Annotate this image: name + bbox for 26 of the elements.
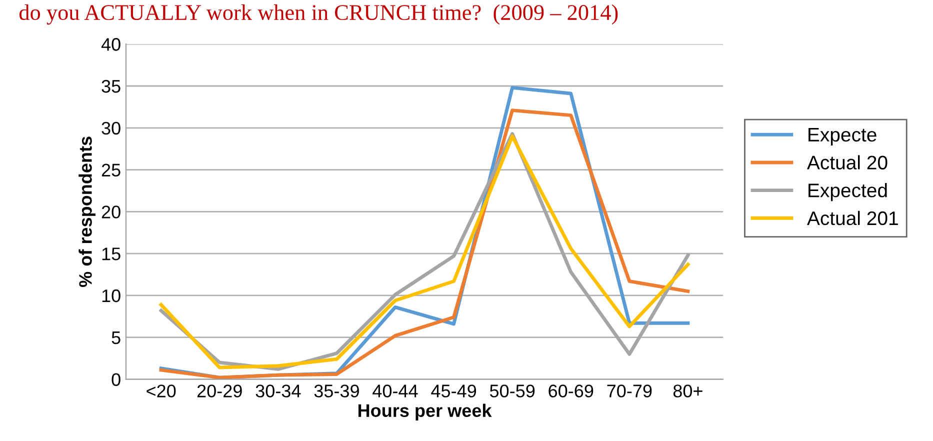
x-tick-label: 30-34 — [256, 384, 301, 398]
legend-label: Actual 20 — [807, 155, 888, 170]
y-tick-label: 25 — [102, 164, 120, 177]
y-tick-label: 30 — [102, 122, 120, 135]
x-tick-label: 60-69 — [548, 384, 594, 398]
x-tick-label: 50-59 — [490, 384, 535, 398]
y-axis-title: % of respondents — [78, 136, 96, 287]
x-axis-title: Hours per week — [358, 404, 492, 421]
legend-label: Expected — [808, 183, 887, 202]
x-tick-label: 20-29 — [197, 384, 242, 398]
chart-title: do you ACTUALLY work when in CRUNCH time? (2009 – 2014) — [19, 4, 618, 25]
legend-label: Actual 201 — [807, 210, 898, 226]
x-tick-label: 80+ — [673, 384, 702, 398]
y-tick-label: 15 — [102, 248, 120, 260]
y-tick-label: 40 — [101, 38, 120, 51]
x-tick-label: 35-39 — [314, 384, 359, 398]
y-tick-label: 5 — [112, 331, 120, 344]
x-tick-label: 70-79 — [607, 384, 652, 398]
y-tick-label: 20 — [102, 206, 120, 218]
x-tick-label: 45-49 — [431, 384, 476, 398]
x-tick-label: <20 — [146, 384, 176, 398]
y-tick-label: 35 — [102, 80, 120, 93]
y-tick-label: 10 — [102, 289, 120, 302]
legend-label: Expecte — [808, 128, 876, 146]
y-tick-label: 0 — [112, 373, 120, 386]
x-tick-label: 40-44 — [372, 384, 418, 398]
